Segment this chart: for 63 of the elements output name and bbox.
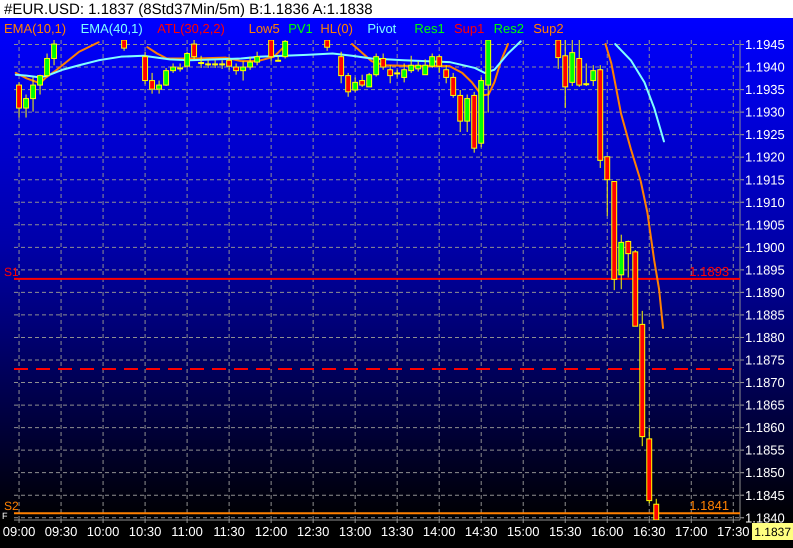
- y-tick-label: 1.1840: [745, 510, 785, 526]
- x-tick-label: 10:30: [128, 524, 162, 539]
- legend-label: HL(0): [320, 21, 353, 36]
- y-tick-label: 1.1890: [745, 284, 785, 300]
- x-tick-label: 09:30: [44, 524, 78, 539]
- candlestick: [324, 40, 330, 52]
- y-tick-label: 1.1920: [745, 150, 785, 165]
- y-tick-label: 1.1865: [745, 398, 785, 413]
- x-tick-label: 13:30: [380, 524, 414, 539]
- y-tick-label: 1.1855: [745, 442, 785, 458]
- x-tick-label: 15:00: [506, 524, 540, 539]
- x-tick-label: 10:00: [86, 524, 120, 539]
- series-label: EMA(10,1): [4, 21, 66, 36]
- y-tick-label: 1.1900: [745, 240, 785, 255]
- text: F: [2, 511, 8, 521]
- text: 1.1837: [754, 525, 792, 539]
- x-tick-label: 15:30: [548, 524, 582, 539]
- annotation: 1.1841: [689, 498, 730, 514]
- y-tick-label: 1.1915: [745, 172, 785, 188]
- legend-label: Res2: [494, 21, 524, 36]
- x-tick-label: 16:30: [632, 524, 666, 539]
- legend-label: Low5: [248, 21, 280, 36]
- candlestick: [282, 40, 288, 59]
- series-label: EMA(40,1): [80, 21, 143, 36]
- y-tick-label: 1.1895: [745, 262, 785, 278]
- x-tick-label: 17:30: [717, 524, 750, 539]
- chart-title: #EUR.USD: 1.1837 (8Std37Min/5m) B:1.1836 A:1.1838: [4, 1, 373, 18]
- y-tick-label: 1.1885: [745, 307, 785, 322]
- ref-line-label: S2: [4, 499, 20, 514]
- x-tick-label: 17:00: [674, 524, 708, 539]
- candlestick: [268, 40, 274, 62]
- legend-label: PV1: [288, 21, 313, 36]
- legend-label: Res1: [414, 21, 445, 36]
- legend-label: Sup1: [454, 21, 484, 36]
- candlestick: [121, 40, 128, 52]
- x-tick-label: 14:30: [464, 524, 498, 539]
- x-tick-label: 12:00: [254, 524, 288, 539]
- x-tick-label: 09:00: [2, 524, 36, 539]
- y-tick-label: 1.1935: [745, 82, 785, 98]
- x-tick-label: 11:30: [213, 524, 245, 539]
- legend-label: Sup2: [533, 21, 564, 36]
- y-tick-label: 1.1925: [745, 127, 785, 142]
- y-tick-label: 1.1875: [745, 352, 785, 368]
- legend-label: Pivot: [367, 21, 397, 36]
- y-tick-label: 1.1930: [745, 104, 785, 120]
- x-tick-label: 13:00: [338, 524, 372, 539]
- x-tick-label: 12:30: [296, 524, 330, 539]
- y-tick-label: 1.1870: [745, 375, 785, 390]
- y-tick-label: 1.1945: [745, 37, 785, 52]
- y-tick-label: 1.1940: [745, 60, 785, 75]
- x-tick-label: 16:00: [590, 524, 624, 539]
- y-tick-label: 1.1880: [745, 330, 785, 346]
- y-tick-label: 1.1910: [745, 194, 785, 210]
- candlestick: [653, 498, 660, 520]
- y-tick-label: 1.1845: [745, 488, 785, 503]
- y-tick-label: 1.1905: [745, 217, 785, 232]
- y-tick-label: 1.1850: [745, 465, 785, 480]
- ref-line-label: S1: [4, 264, 20, 279]
- x-tick-label: 14:00: [422, 524, 456, 539]
- x-tick-label: 11:00: [171, 524, 203, 539]
- legend-label: ATL(30,2,2): [157, 21, 225, 36]
- y-tick-label: 1.1860: [745, 420, 785, 436]
- annotation: 1.1893: [689, 264, 730, 279]
